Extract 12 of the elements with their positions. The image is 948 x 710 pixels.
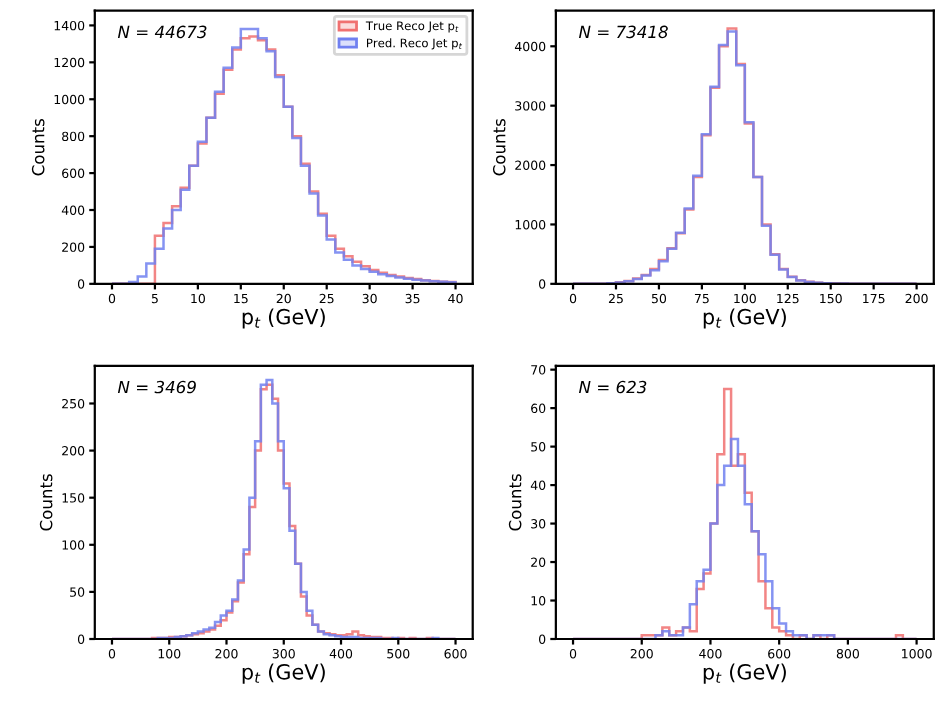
x-axis-title: p$_{t}$ (GeV): [242, 663, 325, 684]
y-axis-title: Counts: [508, 474, 522, 531]
y-axis-title: Counts: [31, 118, 45, 176]
annotation: N = 623: [578, 380, 647, 394]
x-axis-title: p$_{t}$ (GeV): [703, 663, 786, 684]
annotation: N = 73418: [578, 25, 668, 39]
annotation: N = 44673: [117, 25, 207, 39]
x-axis-title: p$_{t}$ (GeV): [703, 308, 786, 329]
y-axis-title: Counts: [492, 118, 506, 176]
y-axis-title: Counts: [39, 474, 53, 531]
annotation: N = 3469: [117, 380, 196, 394]
x-axis-title: p$_{t}$ (GeV): [242, 308, 325, 329]
